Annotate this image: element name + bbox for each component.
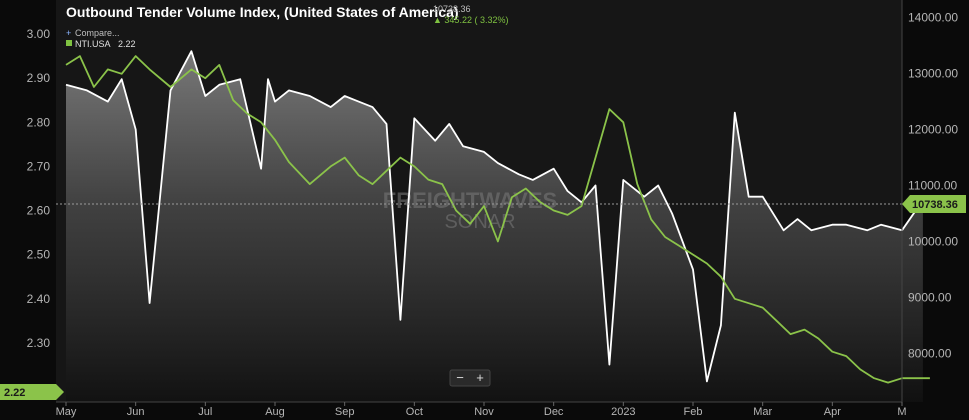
- series-swatch: [66, 40, 72, 46]
- x-tick-label: M: [897, 406, 906, 418]
- right-tick-label: 8000.00: [908, 346, 952, 360]
- right-tick-label: 13000.00: [908, 67, 958, 81]
- header-value: 10738.36: [433, 4, 471, 14]
- right-tick-label: 10000.00: [908, 234, 958, 248]
- right-current-badge: 10738.36: [902, 195, 966, 213]
- nti-usa-line: [65, 55, 930, 384]
- zoom-out-button[interactable]: −: [456, 370, 464, 385]
- x-tick-label: May: [56, 406, 77, 418]
- tender-volume-area: [66, 51, 923, 402]
- x-tick-label: Jul: [198, 406, 212, 418]
- watermark: FREIGHTWAVES SONAR: [383, 188, 557, 233]
- right-badge-shape: [902, 195, 966, 213]
- left-axis: 3.00 2.90 2.80 2.70 2.60 2.50 2.40 2.30: [27, 27, 51, 350]
- x-tick-label: Oct: [406, 406, 423, 418]
- header-change-text: 345.22 ( 3.32%): [444, 15, 508, 25]
- x-tick-label: 2023: [611, 406, 635, 418]
- right-badge-label: 10738.36: [912, 199, 958, 211]
- right-tick-label: 12000.00: [908, 123, 958, 137]
- left-tick-label: 2.40: [27, 292, 51, 306]
- left-tick-label: 3.00: [27, 27, 51, 41]
- x-tick-label: Feb: [684, 406, 703, 418]
- x-tick-label: Nov: [474, 406, 494, 418]
- tender-volume-line: [65, 50, 924, 383]
- area-layer: [66, 51, 923, 402]
- watermark-line-1: FREIGHTWAVES: [383, 188, 557, 213]
- x-tick-label: Dec: [544, 406, 564, 418]
- left-current-badge: 2.22: [0, 384, 64, 400]
- x-axis: May Jun Jul Aug Sep Oct Nov Dec 2023 Feb Mar Apr M: [56, 402, 907, 418]
- series-layer: [65, 50, 930, 384]
- x-tick-label: Jun: [127, 406, 145, 418]
- right-tick-label: 11000.00: [908, 179, 957, 193]
- left-tick-label: 2.80: [27, 115, 51, 129]
- left-badge-label: 2.22: [4, 387, 25, 399]
- legend[interactable]: + Compare... NTI.USA 2.22: [66, 28, 136, 49]
- right-tick-label: 9000.00: [908, 290, 952, 304]
- series-value: 2.22: [118, 39, 136, 49]
- compare-plus-icon[interactable]: +: [66, 28, 71, 38]
- x-tick-label: Apr: [824, 406, 841, 418]
- chart-title: Outbound Tender Volume Index, (United St…: [66, 4, 459, 20]
- zoom-controls[interactable]: − +: [449, 369, 491, 387]
- left-tick-label: 2.90: [27, 71, 51, 85]
- left-tick-label: 2.70: [27, 159, 51, 173]
- right-tick-label: 14000.00: [908, 11, 958, 25]
- zoom-controls-bg: [449, 369, 491, 387]
- left-tick-label: 2.50: [27, 248, 51, 262]
- compare-label[interactable]: Compare...: [75, 28, 120, 38]
- right-axis: 14000.00 13000.00 12000.00 11000.00 10000.00…: [908, 11, 958, 361]
- left-badge-shape: [0, 384, 64, 400]
- up-arrow-icon: ▲: [433, 15, 444, 25]
- left-tick-label: 2.60: [27, 204, 51, 218]
- chart-header: Outbound Tender Volume Index, (United St…: [66, 4, 508, 25]
- header-change: ▲ 345.22 ( 3.32%): [433, 15, 508, 25]
- zoom-in-button[interactable]: +: [476, 370, 484, 385]
- x-tick-label: Mar: [753, 406, 772, 418]
- series-label: NTI.USA: [75, 39, 111, 49]
- x-tick-label: Aug: [265, 406, 285, 418]
- x-tick-label: Sep: [335, 406, 355, 418]
- left-tick-label: 2.30: [27, 336, 51, 350]
